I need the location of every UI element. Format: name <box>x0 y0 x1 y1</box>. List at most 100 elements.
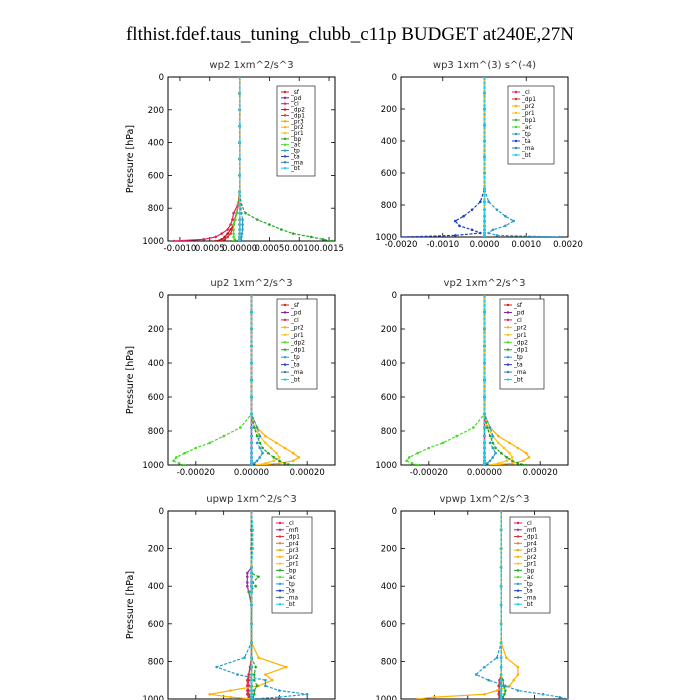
series-point_bt <box>483 208 486 212</box>
series-point_dp2 <box>183 463 186 465</box>
series-point_bt <box>499 673 503 676</box>
series-point_ta <box>453 234 457 237</box>
series-point_bt <box>238 157 241 161</box>
y-tick-label: 200 <box>381 105 397 115</box>
legend-marker <box>514 125 518 129</box>
series-point_dp1 <box>223 238 226 241</box>
legend-entry: _bt <box>523 602 534 608</box>
legend-entry: _pr4 <box>523 541 537 547</box>
series-point_cl <box>232 211 235 215</box>
y-tick-label: 600 <box>381 620 397 630</box>
y-tick-label: 1000 <box>142 461 164 471</box>
legend-entry: _pr1 <box>290 333 304 339</box>
series-point_pr2 <box>416 697 419 699</box>
series-point_bt <box>238 211 241 215</box>
y-tick-label: 600 <box>381 393 397 403</box>
legend-entry: _pr3 <box>285 548 299 554</box>
panel-title: wp3 1xm^(3) s^(-4) <box>433 60 536 71</box>
series-point_pr1 <box>255 463 259 465</box>
series-point_tp <box>491 456 495 459</box>
legend-entry: _ac <box>290 143 301 149</box>
series-point_dp1 <box>283 462 287 465</box>
legend-marker <box>278 535 282 538</box>
chart-panel-1: wp2 1xm^2/s^3 Pressure [hPa] 0 200 400 600 800… <box>125 60 344 254</box>
series-point_ta <box>458 224 461 228</box>
figure-title: flthist.fdef.taus_tuning_clubb_c11p BUDG… <box>126 24 574 45</box>
series-point_dp1 <box>247 673 251 676</box>
series-point_bp <box>291 232 295 235</box>
series-point_bp <box>330 239 334 241</box>
series-point_pr1 <box>269 446 273 450</box>
series-point_bt <box>499 693 503 696</box>
x-tick-label: -0.0010 <box>426 240 459 250</box>
series-point_tp <box>474 673 478 676</box>
series-point_pr2 <box>291 459 295 463</box>
x-tick-label: 0.0015 <box>314 244 344 254</box>
legend-entry: _pr2 <box>521 104 535 110</box>
series-point_dp2 <box>226 232 229 235</box>
x-tick-label: 0.0005 <box>255 244 285 254</box>
series-point_pr2 <box>271 678 274 682</box>
series-point_bt <box>250 566 253 569</box>
series-point_tp <box>558 235 561 237</box>
series-point_bt <box>483 91 486 95</box>
series-point_bt <box>250 673 253 676</box>
series-point_tp <box>504 224 507 228</box>
series-point_tp <box>487 678 490 682</box>
series-point_pr2 <box>483 693 486 696</box>
series-point_bt <box>250 463 253 465</box>
panel-title: up2 1xm^2/s^3 <box>210 278 292 289</box>
series-point_bt <box>238 141 241 144</box>
series-line_cl <box>173 77 241 241</box>
legend: _sf_pd _cl_pr2 _pr1_dp2 _dp1_tp _ta_ma _bt <box>499 298 545 390</box>
series-point_pr2 <box>516 446 520 450</box>
series-point_bp <box>252 689 256 692</box>
legend-entry: _ta <box>513 363 523 369</box>
y-tick-label: 1000 <box>142 695 164 700</box>
series-point_tp <box>488 426 492 429</box>
legend-marker <box>514 146 518 150</box>
x-tick-label: -0.00020 <box>410 468 448 478</box>
series-point_tp <box>258 456 262 459</box>
legend-entry: _bp1 <box>521 118 536 124</box>
series-point_pr2 <box>516 665 520 669</box>
series-point_bt <box>483 200 486 204</box>
series-point_bt <box>483 456 486 459</box>
legend-marker <box>516 535 520 538</box>
series-point_bt <box>499 656 503 659</box>
legend-entry: _pr3 <box>523 548 537 554</box>
series-point_dp2 <box>427 446 431 450</box>
series-point_pr2 <box>229 689 232 692</box>
series-point_dp2 <box>455 434 458 438</box>
series-point_bt <box>238 232 241 235</box>
series-point_pr2 <box>516 673 520 676</box>
series-point_bt <box>499 697 503 699</box>
legend-marker <box>283 102 287 105</box>
series-point_bt <box>483 310 486 314</box>
series-point_tp <box>241 218 244 221</box>
series-point_bt <box>483 228 486 232</box>
series-point_bt <box>250 603 253 607</box>
series-point_bt <box>250 446 253 450</box>
y-axis-label: Pressure [hPa] <box>125 571 136 639</box>
series-point_tp <box>255 459 259 463</box>
series-point_pr2 <box>229 695 232 699</box>
legend-entry: _ma <box>290 370 304 376</box>
y-tick-label: 0 <box>392 507 397 517</box>
series-point_bt <box>483 139 486 143</box>
legend-marker <box>506 378 510 381</box>
series-point_dp1 <box>516 462 520 465</box>
legend-marker <box>514 153 518 157</box>
legend-entry: _pd <box>513 310 525 316</box>
series-point_bt <box>483 463 486 465</box>
legend-marker <box>283 318 287 322</box>
series-point_bt <box>250 590 253 594</box>
panel-title: upwp 1xm^2/s^3 <box>206 494 296 505</box>
legend-entry: _bt <box>290 378 301 384</box>
series-point_dp2 <box>239 426 242 429</box>
series-point_pr2 <box>264 673 267 676</box>
series-point_dp1 <box>255 434 259 438</box>
legend-marker <box>516 548 520 552</box>
legend-entry: _pr2 <box>290 325 304 331</box>
series-point_dp1 <box>246 684 249 688</box>
